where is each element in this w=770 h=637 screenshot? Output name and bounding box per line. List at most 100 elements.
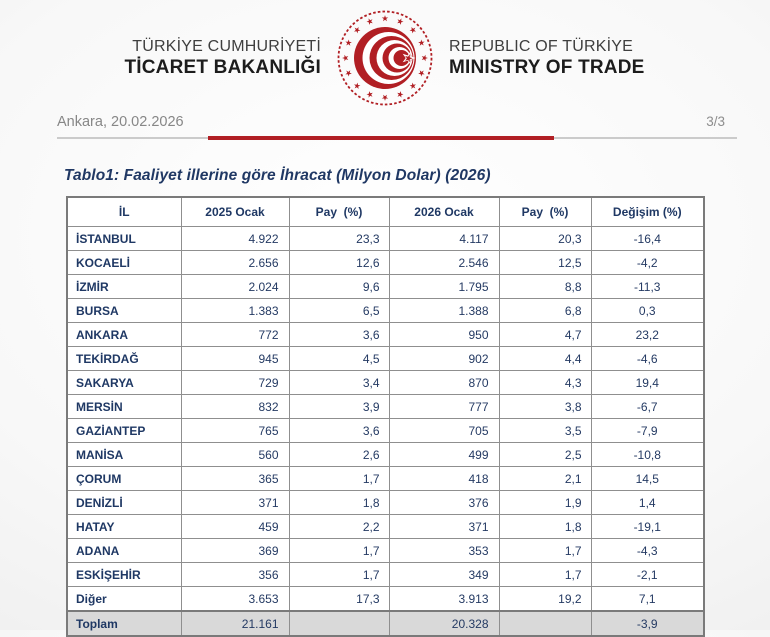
value-2025-ocak: 21.161 [180,610,290,637]
divider-line [57,135,737,140]
share-2026: 2,1 [498,466,592,491]
value-2026-ocak: 418 [388,466,500,491]
change-percent: -19,1 [590,514,705,539]
change-percent: -6,7 [590,394,705,419]
value-2026-ocak: 2.546 [388,250,500,275]
change-percent: 23,2 [590,322,705,347]
province-label: TEKİRDAĞ [66,346,182,371]
share-2026: 1,9 [498,490,592,515]
value-2025-ocak: 371 [180,490,290,515]
table-header-row: İL 2025 Ocak Pay (%) 2026 Ocak Pay (%) D… [66,196,705,227]
value-2025-ocak: 945 [180,346,290,371]
table-row: ADANA 369 1,7 353 1,7 -4,3 [66,538,705,563]
ministry-name-en-line1: REPUBLIC OF TÜRKİYE [449,37,633,55]
change-percent: -4,3 [590,538,705,563]
province-label: BURSA [66,298,182,323]
table-row: ANKARA 772 3,6 950 4,7 23,2 [66,322,705,347]
share-2026 [498,610,592,637]
share-2026: 4,7 [498,322,592,347]
share-2025: 3,6 [288,418,390,443]
value-2026-ocak: 870 [388,370,500,395]
ministry-name-en-line2: MINISTRY OF TRADE [449,56,645,78]
table-row: MERSİN 832 3,9 777 3,8 -6,7 [66,394,705,419]
share-2026: 1,7 [498,562,592,587]
letterhead: TÜRKİYE CUMHURİYETİ TİCARET BAKANLIĞI [0,0,770,108]
exports-by-province-table: İL 2025 Ocak Pay (%) 2026 Ocak Pay (%) D… [66,196,705,637]
change-percent: 7,1 [590,586,705,612]
value-2026-ocak: 20.328 [388,610,500,637]
share-2026: 1,7 [498,538,592,563]
value-2026-ocak: 499 [388,442,500,467]
table-row: BURSA 1.383 6,5 1.388 6,8 0,3 [66,298,705,323]
change-percent: 1,4 [590,490,705,515]
value-2025-ocak: 4.922 [180,226,290,251]
value-2025-ocak: 560 [180,442,290,467]
share-2025: 17,3 [288,586,390,612]
change-percent: -4,2 [590,250,705,275]
value-2026-ocak: 705 [388,418,500,443]
value-2025-ocak: 765 [180,418,290,443]
change-percent: -11,3 [590,274,705,299]
value-2026-ocak: 777 [388,394,500,419]
value-2025-ocak: 729 [180,370,290,395]
province-label: ADANA [66,538,182,563]
table-row: KOCAELİ 2.656 12,6 2.546 12,5 -4,2 [66,250,705,275]
table-row: İZMİR 2.024 9,6 1.795 8,8 -11,3 [66,274,705,299]
value-2026-ocak: 1.795 [388,274,500,299]
share-2026: 20,3 [498,226,592,251]
change-percent: -3,9 [590,610,705,637]
province-label: ANKARA [66,322,182,347]
share-2025: 23,3 [288,226,390,251]
share-2025 [288,610,390,637]
change-percent: 14,5 [590,466,705,491]
change-percent: 19,4 [590,370,705,395]
change-percent: -16,4 [590,226,705,251]
share-2025: 1,8 [288,490,390,515]
table-row: TEKİRDAĞ 945 4,5 902 4,4 -4,6 [66,346,705,371]
share-2026: 3,5 [498,418,592,443]
share-2025: 1,7 [288,466,390,491]
value-2025-ocak: 772 [180,322,290,347]
table-row: GAZİANTEP 765 3,6 705 3,5 -7,9 [66,418,705,443]
change-percent: -4,6 [590,346,705,371]
value-2025-ocak: 3.653 [180,586,290,612]
value-2025-ocak: 369 [180,538,290,563]
col-header-2026-ocak: 2026 Ocak [388,196,500,227]
province-label: HATAY [66,514,182,539]
table-row: İSTANBUL 4.922 23,3 4.117 20,3 -16,4 [66,226,705,251]
table-row: ESKİŞEHİR 356 1,7 349 1,7 -2,1 [66,562,705,587]
province-label: DENİZLİ [66,490,182,515]
change-percent: -2,1 [590,562,705,587]
value-2025-ocak: 1.383 [180,298,290,323]
col-header-pay-2025: Pay (%) [288,196,390,227]
table-row: DENİZLİ 371 1,8 376 1,9 1,4 [66,490,705,515]
table-title: Tablo1: Faaliyet illerine göre İhracat (… [64,167,491,184]
ministry-name-english: REPUBLIC OF TÜRKİYE MINISTRY OF TRADE [449,37,679,80]
province-label: Diğer [66,586,182,612]
table-row: HATAY 459 2,2 371 1,8 -19,1 [66,514,705,539]
change-percent: -10,8 [590,442,705,467]
value-2026-ocak: 371 [388,514,500,539]
share-2026: 3,8 [498,394,592,419]
share-2026: 1,8 [498,514,592,539]
share-2026: 4,4 [498,346,592,371]
meta-row: Ankara, 20.02.2026 3/3 [0,108,770,130]
ministry-name-turkish: TÜRKİYE CUMHURİYETİ TİCARET BAKANLIĞI [91,37,321,80]
page-number: 3/3 [706,114,725,129]
share-2025: 4,5 [288,346,390,371]
ministry-name-tr-line2: TİCARET BAKANLIĞI [124,56,321,78]
value-2026-ocak: 4.117 [388,226,500,251]
ministry-of-trade-emblem-icon [335,8,435,108]
divider-red-segment [208,135,554,140]
value-2025-ocak: 2.024 [180,274,290,299]
share-2025: 2,2 [288,514,390,539]
value-2026-ocak: 902 [388,346,500,371]
value-2026-ocak: 349 [388,562,500,587]
table-row: Diğer 3.653 17,3 3.913 19,2 7,1 [66,586,705,612]
province-label: İZMİR [66,274,182,299]
value-2026-ocak: 353 [388,538,500,563]
value-2025-ocak: 832 [180,394,290,419]
col-header-2025-ocak: 2025 Ocak [180,196,290,227]
province-label: MERSİN [66,394,182,419]
